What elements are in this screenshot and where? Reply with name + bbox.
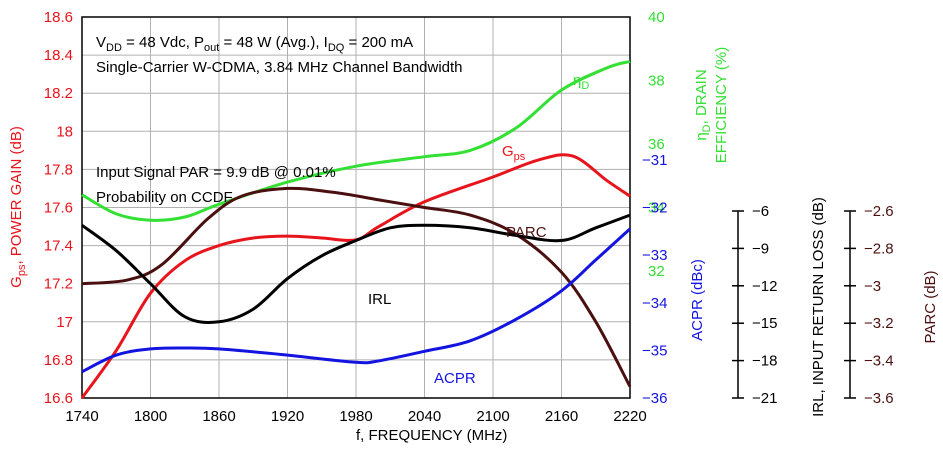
parc-axis: −2.6 −2.8 −3 −3.2 −3.4 −3.6 <box>844 203 894 407</box>
series-layer <box>80 59 632 399</box>
plot-frame <box>81 16 631 399</box>
efficiency-tick-label: 38 <box>648 73 665 90</box>
parc-tick-label: −3 <box>864 278 881 295</box>
irl-axis: −6 −9 −12 −15 −18 −21 <box>732 203 777 407</box>
efficiency-axis-title-line2: EFFICIENCY (%) <box>713 47 730 163</box>
acpr-tick-label: −31 <box>642 152 667 169</box>
acpr-axis-title: ACPR (dBc) <box>689 259 706 341</box>
gain-tick-label: 16.8 <box>44 352 73 369</box>
efficiency-axis-tick-labels: 32 34 36 38 40 <box>648 9 665 280</box>
gain-tick-label: 17 <box>56 314 73 331</box>
irl-axis-title: IRL, INPUT RETURN LOSS (dB) <box>810 197 827 417</box>
irl-tick-label: −6 <box>752 203 769 220</box>
series-label-parc: PARC <box>506 224 547 241</box>
gain-tick-label: 16.6 <box>44 390 73 407</box>
series-label-efficiency: ηD <box>573 72 589 92</box>
irl-tick-label: −15 <box>752 315 777 332</box>
series-line-irl <box>81 213 631 324</box>
gain-tick-label: 17.2 <box>44 276 73 293</box>
x-axis-tick-labels: 1740 1800 1860 1920 1980 2040 2100 2160 2220 <box>65 408 646 425</box>
x-tick-label: 1860 <box>202 408 235 425</box>
x-tick-label: 1920 <box>271 408 304 425</box>
parc-tick-label: −2.8 <box>864 240 894 257</box>
acpr-tick-label: −33 <box>642 247 667 264</box>
x-tick-label: 2040 <box>408 408 441 425</box>
irl-tick-label: −18 <box>752 353 777 370</box>
series-label-acpr: ACPR <box>434 370 476 387</box>
acpr-tick-label: −35 <box>642 342 667 359</box>
x-tick-label: 2220 <box>613 408 646 425</box>
gain-tick-label: 18.2 <box>44 85 73 102</box>
irl-tick-label: −9 <box>752 240 769 257</box>
x-axis-title: f, FREQUENCY (MHz) <box>356 427 507 444</box>
x-tick-label: 1740 <box>65 408 98 425</box>
efficiency-tick-label: 32 <box>648 263 665 280</box>
acpr-tick-label: −36 <box>642 390 667 407</box>
gain-tick-label: 17.8 <box>44 161 73 178</box>
gain-axis-tick-labels: 16.6 16.8 17 17.2 17.4 17.6 17.8 18 18.2 18.4 18.6 <box>44 9 73 407</box>
irl-tick-label: −12 <box>752 278 777 295</box>
irl-tick-label: −21 <box>752 390 777 407</box>
annotation-par-line1: Input Signal PAR = 9.9 dB @ 0.01% <box>96 164 336 181</box>
x-tick-label: 1800 <box>134 408 167 425</box>
efficiency-tick-label: 36 <box>648 136 665 153</box>
parc-axis-title: PARC (dB) <box>922 270 939 343</box>
parc-tick-label: −3.6 <box>864 390 894 407</box>
parc-tick-label: −3.4 <box>864 353 894 370</box>
x-tick-label: 1980 <box>339 408 372 425</box>
series-line-acpr <box>81 227 632 374</box>
acpr-tick-label: −34 <box>642 295 667 312</box>
annotation-par-line2: Probability on CCDF <box>96 189 233 206</box>
annotation-conditions-line2: Single-Carrier W-CDMA, 3.84 MHz Channel … <box>96 59 463 76</box>
efficiency-tick-label: 40 <box>648 9 665 26</box>
gain-tick-label: 17.4 <box>44 238 73 255</box>
efficiency-axis-title-line1: ηD, DRAIN <box>693 69 713 140</box>
annotation-conditions-line1: VDD = 48 Vdc, Pout = 48 W (Avg.), IDQ = … <box>96 34 413 54</box>
parc-tick-label: −2.6 <box>864 203 894 220</box>
x-tick-label: 2160 <box>545 408 578 425</box>
gain-tick-label: 18.6 <box>44 9 73 26</box>
series-line-parc <box>81 186 632 388</box>
series-line- <box>81 59 631 222</box>
gain-tick-label: 18.4 <box>44 47 73 64</box>
acpr-axis-tick-labels: −31 −32 −33 −34 −35 −36 <box>642 152 667 407</box>
gain-tick-label: 17.6 <box>44 200 73 217</box>
series-label-gain: Gps <box>502 143 526 163</box>
x-tick-label: 2100 <box>476 408 509 425</box>
gain-tick-label: 18 <box>56 123 73 140</box>
acpr-tick-label: −32 <box>642 200 667 217</box>
series-label-irl: IRL <box>368 291 391 308</box>
parc-tick-label: −3.2 <box>864 315 894 332</box>
series-line-g <box>80 153 631 399</box>
gain-axis-title: Gps, POWER GAIN (dB) <box>8 126 28 288</box>
efficiency-tick-label: 34 <box>648 200 665 217</box>
